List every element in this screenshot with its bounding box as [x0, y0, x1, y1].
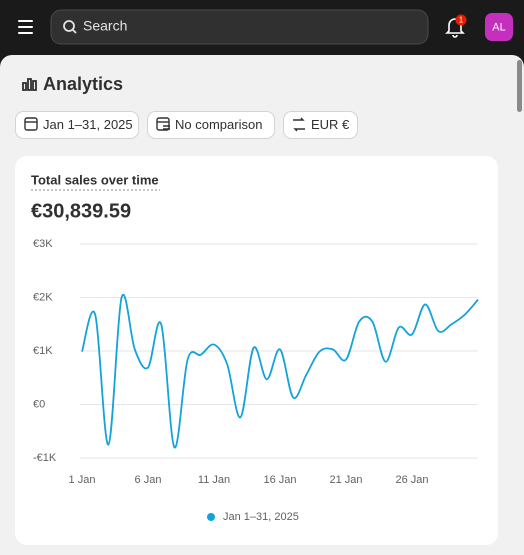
date-filter[interactable]: Jan 1–31, 2025	[15, 111, 139, 139]
comparison-filter[interactable]: No comparison	[147, 111, 275, 139]
search-box[interactable]	[50, 9, 429, 45]
legend-swatch	[207, 513, 215, 521]
avatar-initials: AL	[492, 21, 505, 33]
x-tick-label: 11 Jan	[198, 474, 230, 486]
y-tick-label: €3K	[33, 238, 53, 250]
search-placeholder: Search	[83, 18, 127, 34]
chart-title[interactable]: Total sales over time	[31, 172, 159, 187]
search-icon	[63, 20, 77, 34]
x-tick-label: 16 Jan	[263, 474, 296, 486]
filter-label: EUR €	[311, 117, 350, 132]
menu-button[interactable]	[18, 20, 33, 34]
page-title: Analytics	[43, 74, 123, 94]
chart-total: €30,839.59	[31, 200, 131, 222]
x-tick-label: 26 Jan	[395, 474, 428, 486]
filter-label: Jan 1–31, 2025	[43, 117, 133, 132]
notification-badge	[455, 14, 467, 26]
plot: -€1K €0 €1K €2K €3K 1 Jan 6 Jan 11 Jan 16 Jan 21 …	[33, 238, 479, 523]
y-tick-label: €2K	[33, 291, 53, 303]
y-tick-label: €1K	[33, 345, 53, 357]
sales-line	[81, 293, 479, 449]
x-tick-label: 6 Jan	[135, 474, 162, 486]
currency-filter[interactable]: EUR €	[283, 111, 358, 139]
filter-label: No comparison	[175, 117, 262, 132]
legend-label: Jan 1–31, 2025	[223, 511, 299, 523]
analytics-icon	[22, 78, 37, 91]
y-tick-label: €0	[33, 398, 45, 410]
notification-count: 1	[459, 16, 464, 25]
scrollbar[interactable]	[517, 60, 522, 112]
y-tick-label: -€1K	[33, 452, 57, 464]
x-tick-label: 21 Jan	[329, 474, 362, 486]
avatar[interactable]	[485, 13, 513, 41]
x-tick-label: 1 Jan	[69, 474, 96, 486]
